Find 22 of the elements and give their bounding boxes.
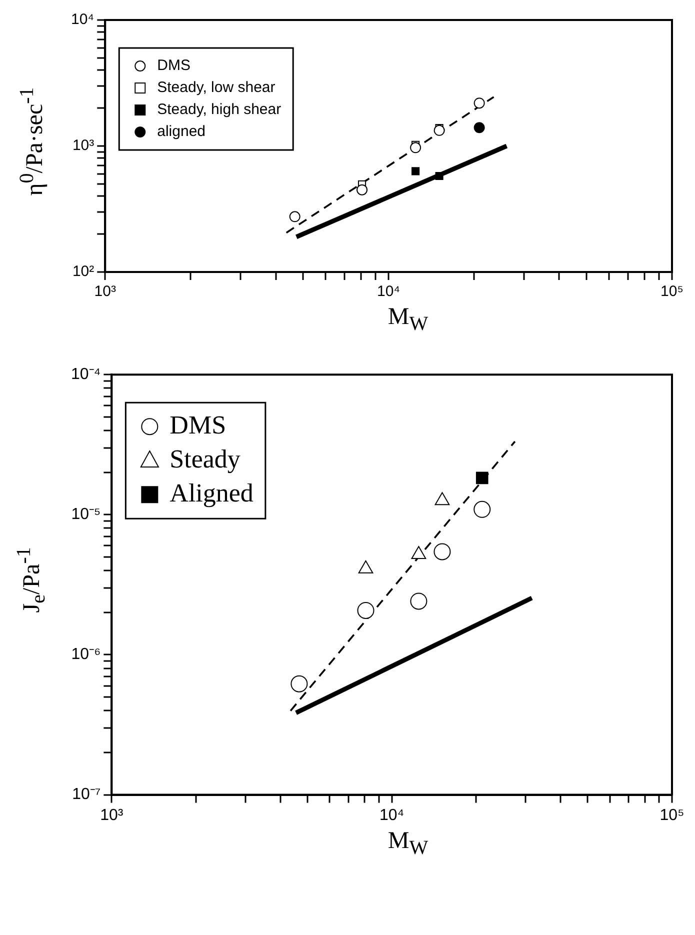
y-tick-label: 10⁻⁷ [72, 786, 101, 804]
y-tick-label: 10⁻⁶ [71, 646, 101, 664]
x-tick-label: 10⁵ [660, 806, 684, 824]
x-tick-label: 10³ [94, 283, 116, 300]
legend-label: aligned [157, 123, 206, 140]
legend-label: Aligned [170, 478, 254, 508]
legend-label: Steady [170, 444, 240, 474]
legend-label: DMS [170, 410, 226, 440]
y-tick-label: 10⁻⁴ [71, 366, 101, 384]
legend-label: Steady, low shear [157, 79, 276, 96]
y-tick-label: 10² [72, 263, 94, 280]
y-tick-label: 10⁴ [70, 11, 94, 28]
x-axis-title: M$_{W}$ [386, 828, 430, 860]
y-tick-label: 10⁻⁵ [71, 506, 101, 524]
x-tick-label: 10⁴ [380, 806, 404, 824]
legend-label: DMS [157, 57, 190, 74]
legend-label: Steady, high shear [157, 101, 282, 118]
x-tick-label: 10⁵ [660, 283, 684, 300]
x-tick-label: 10³ [100, 806, 124, 824]
x-axis-title: M$_{W}$ [386, 304, 430, 336]
x-tick-label: 10⁴ [376, 283, 400, 300]
y-tick-label: 10³ [72, 137, 94, 154]
